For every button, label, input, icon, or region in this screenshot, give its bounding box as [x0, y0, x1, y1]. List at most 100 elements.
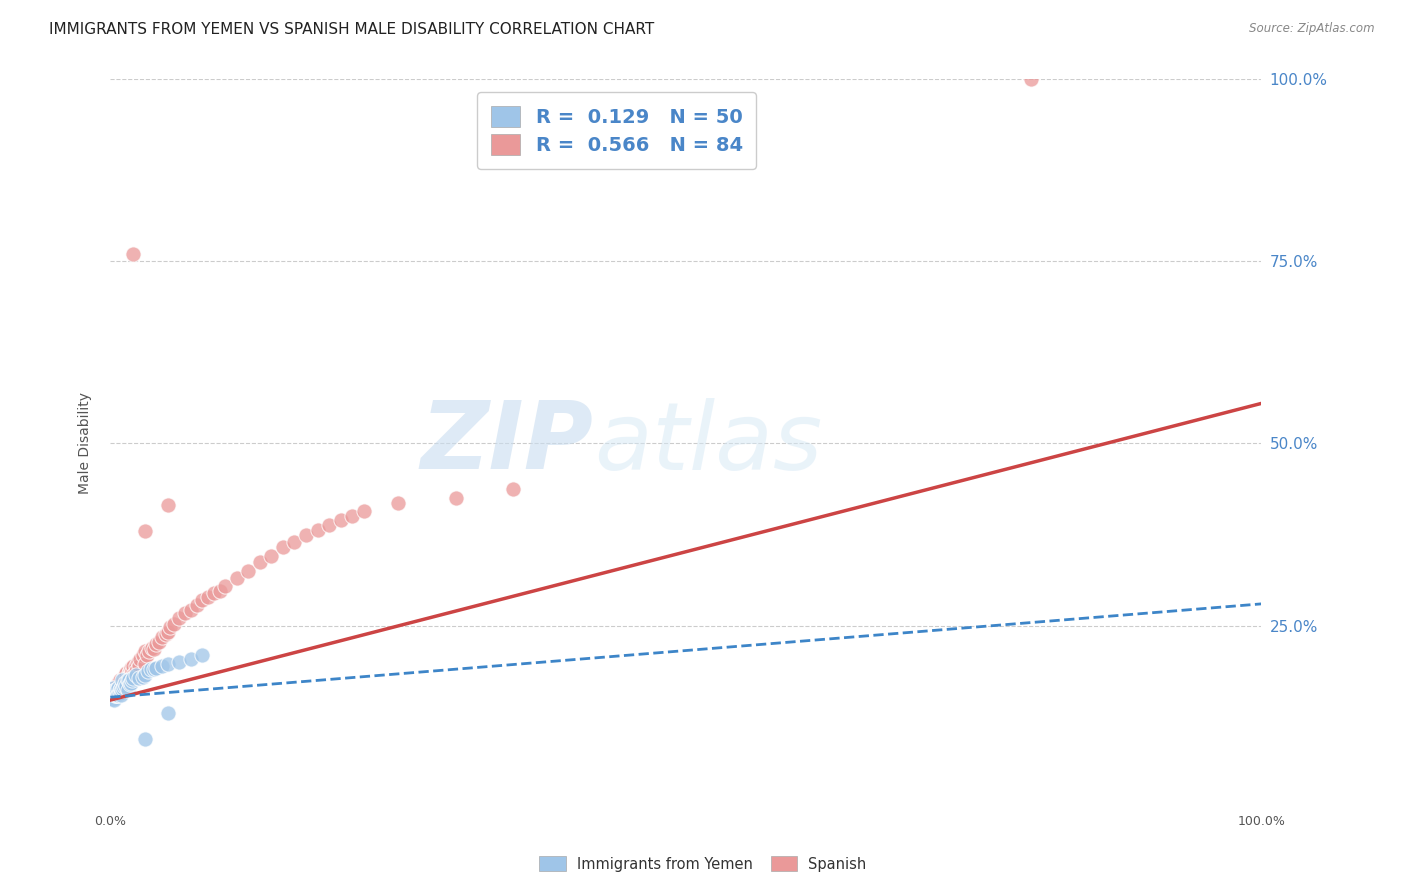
Point: [444, 491, 467, 505]
Point: [169, 655, 191, 669]
Point: [238, 564, 260, 578]
Point: [191, 593, 214, 607]
Point: [115, 666, 138, 681]
Point: [202, 586, 225, 600]
Point: [318, 518, 340, 533]
Point: [100, 688, 122, 702]
Point: [134, 644, 156, 658]
Point: [186, 599, 208, 613]
Point: [121, 673, 143, 688]
Point: [103, 681, 125, 695]
Point: [101, 681, 124, 695]
Text: Source: ZipAtlas.com: Source: ZipAtlas.com: [1250, 22, 1375, 36]
Point: [129, 651, 152, 665]
Point: [100, 686, 122, 700]
Point: [307, 523, 329, 537]
Point: [117, 682, 139, 697]
Point: [131, 670, 153, 684]
Point: [122, 658, 145, 673]
Point: [139, 663, 162, 677]
Point: [145, 637, 167, 651]
Text: ZIP: ZIP: [420, 398, 593, 490]
Point: [128, 671, 150, 685]
Point: [104, 682, 127, 697]
Point: [191, 648, 214, 662]
Text: IMMIGRANTS FROM YEMEN VS SPANISH MALE DISABILITY CORRELATION CHART: IMMIGRANTS FROM YEMEN VS SPANISH MALE DI…: [49, 22, 654, 37]
Point: [1019, 72, 1042, 87]
Point: [107, 675, 129, 690]
Point: [110, 679, 132, 693]
Point: [226, 571, 249, 585]
Point: [128, 658, 150, 673]
Point: [108, 682, 131, 697]
Point: [124, 664, 146, 678]
Point: [105, 682, 128, 697]
Point: [134, 668, 156, 682]
Point: [111, 675, 134, 690]
Point: [150, 630, 173, 644]
Point: [387, 496, 409, 510]
Point: [105, 679, 128, 693]
Point: [118, 666, 141, 681]
Point: [108, 673, 131, 688]
Point: [117, 670, 139, 684]
Point: [180, 603, 202, 617]
Point: [118, 671, 141, 685]
Point: [156, 624, 179, 639]
Point: [156, 706, 179, 721]
Point: [114, 675, 136, 690]
Point: [502, 482, 524, 496]
Point: [120, 666, 142, 681]
Point: [101, 691, 124, 706]
Point: [197, 590, 219, 604]
Point: [105, 686, 128, 700]
Point: [101, 684, 124, 698]
Point: [122, 668, 145, 682]
Point: [150, 658, 173, 673]
Point: [111, 673, 134, 688]
Legend: R =  0.129   N = 50, R =  0.566   N = 84: R = 0.129 N = 50, R = 0.566 N = 84: [477, 93, 756, 169]
Point: [105, 682, 128, 697]
Point: [162, 617, 184, 632]
Point: [105, 681, 128, 695]
Point: [105, 688, 128, 702]
Text: atlas: atlas: [593, 398, 823, 489]
Point: [105, 688, 128, 702]
Point: [120, 675, 142, 690]
Point: [103, 693, 125, 707]
Point: [295, 527, 318, 541]
Point: [131, 648, 153, 662]
Point: [118, 664, 141, 678]
Point: [138, 644, 160, 658]
Point: [124, 668, 146, 682]
Point: [117, 673, 139, 688]
Y-axis label: Male Disability: Male Disability: [79, 392, 93, 494]
Point: [108, 679, 131, 693]
Point: [115, 673, 138, 688]
Point: [105, 682, 128, 697]
Point: [155, 627, 177, 641]
Point: [260, 549, 283, 564]
Point: [110, 688, 132, 702]
Point: [111, 682, 134, 697]
Point: [111, 681, 134, 695]
Point: [112, 671, 135, 685]
Point: [141, 640, 163, 655]
Point: [103, 684, 125, 698]
Point: [110, 681, 132, 695]
Point: [136, 664, 159, 678]
Point: [208, 583, 231, 598]
Point: [174, 606, 197, 620]
Point: [105, 686, 128, 700]
Point: [111, 681, 134, 695]
Point: [134, 731, 156, 746]
Point: [283, 535, 305, 549]
Point: [108, 686, 131, 700]
Point: [271, 540, 294, 554]
Point: [143, 663, 166, 677]
Point: [111, 679, 134, 693]
Point: [159, 620, 181, 634]
Point: [122, 247, 145, 261]
Point: [107, 688, 129, 702]
Point: [105, 686, 128, 700]
